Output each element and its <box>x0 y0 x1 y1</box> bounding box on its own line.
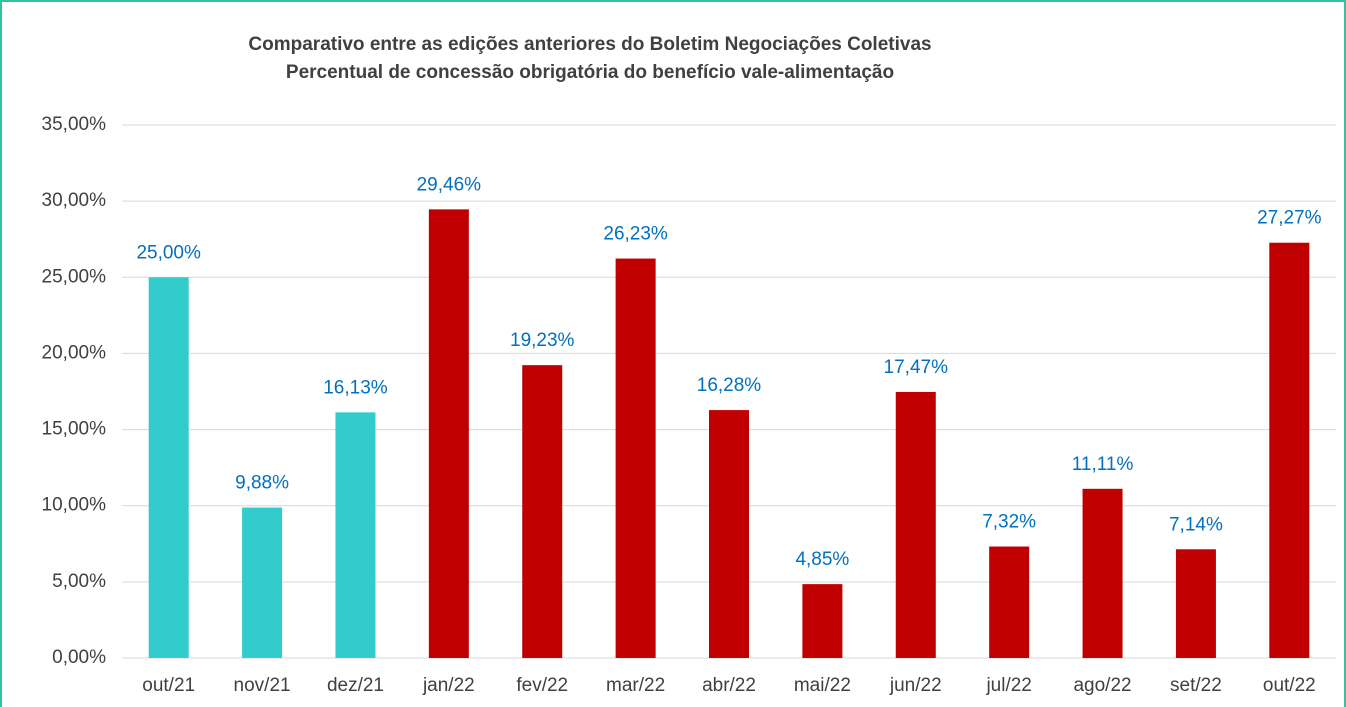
chart-title: Comparativo entre as edições anteriores … <box>248 34 931 55</box>
x-tick-label: ago/22 <box>1073 675 1131 696</box>
data-label: 16,28% <box>697 375 762 396</box>
x-tick-label: set/22 <box>1170 675 1222 696</box>
x-tick-label: nov/21 <box>234 675 291 696</box>
x-tick-label: jul/22 <box>985 675 1031 696</box>
data-label: 7,32% <box>982 512 1036 533</box>
bar <box>989 546 1030 658</box>
chart-subtitle: Percentual de concessão obrigatória do b… <box>286 62 894 83</box>
y-tick-label: 5,00% <box>52 571 106 592</box>
y-tick-label: 30,00% <box>42 190 107 211</box>
x-tick-label: abr/22 <box>702 675 756 696</box>
bar <box>802 584 843 658</box>
x-tick-label: out/21 <box>142 675 195 696</box>
bar <box>709 410 749 658</box>
bar <box>335 412 376 658</box>
data-label: 19,23% <box>510 330 575 351</box>
bar <box>522 365 563 658</box>
data-label: 26,23% <box>603 224 668 245</box>
bar <box>1175 549 1216 658</box>
data-label: 11,11% <box>1072 454 1134 475</box>
bar <box>1082 488 1123 658</box>
y-tick-label: 15,00% <box>42 419 107 440</box>
y-tick-label: 0,00% <box>52 647 106 668</box>
x-tick-label: mai/22 <box>794 675 851 696</box>
data-label: 17,47% <box>884 357 949 378</box>
bar <box>428 209 469 659</box>
bar <box>615 258 656 658</box>
bar <box>148 277 189 658</box>
y-tick-label: 25,00% <box>42 266 107 287</box>
data-label: 16,13% <box>323 377 388 398</box>
y-tick-label: 10,00% <box>42 495 107 516</box>
bar <box>1269 242 1310 658</box>
bar <box>895 391 936 658</box>
y-tick-label: 20,00% <box>42 342 107 363</box>
x-tick-label: jun/22 <box>889 675 942 696</box>
x-tick-label: fev/22 <box>516 675 568 696</box>
x-tick-label: mar/22 <box>606 675 665 696</box>
data-label: 25,00% <box>136 242 201 263</box>
data-label: 29,46% <box>417 174 482 195</box>
data-label: 7,14% <box>1169 514 1223 535</box>
x-tick-label: jan/22 <box>422 675 475 696</box>
x-tick-label: out/22 <box>1263 675 1316 696</box>
data-label: 27,27% <box>1257 208 1322 229</box>
x-tick-label: dez/21 <box>327 675 384 696</box>
y-tick-label: 35,00% <box>42 114 107 135</box>
bar <box>242 507 283 658</box>
data-label: 4,85% <box>795 549 849 570</box>
data-label: 9,88% <box>235 473 289 494</box>
